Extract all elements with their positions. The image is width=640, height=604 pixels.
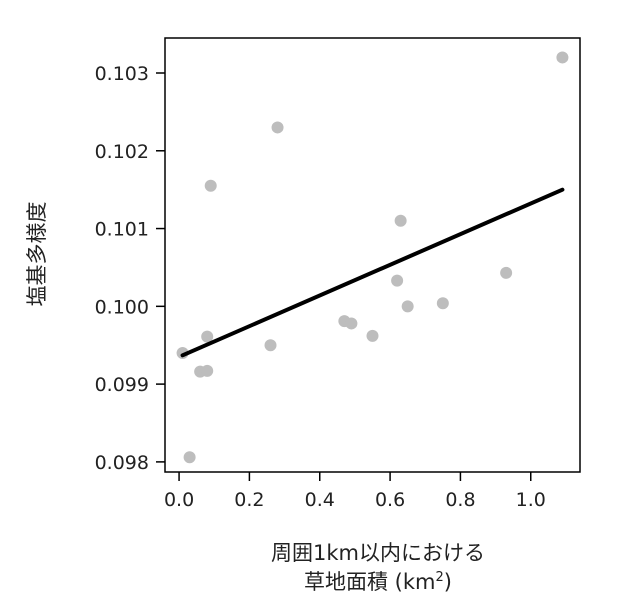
regression-line <box>180 187 565 358</box>
plot-area <box>164 37 581 473</box>
data-point <box>183 451 196 464</box>
data-point <box>345 317 358 330</box>
x-tick-label: 1.0 <box>516 489 546 511</box>
x-tick-label: 0.8 <box>445 489 475 511</box>
y-axis-title: 塩基多様度 <box>25 202 49 307</box>
data-point <box>271 121 284 134</box>
x-axis-ticks: 0.0 0.2 0.4 0.6 0.8 1.0 <box>164 472 546 511</box>
data-point <box>201 330 214 343</box>
y-tick-label: 0.098 <box>95 452 149 474</box>
data-point <box>201 364 214 377</box>
plot-frame <box>164 37 581 473</box>
y-tick-label: 0.103 <box>95 63 149 85</box>
x-tick-label: 0.6 <box>375 489 405 511</box>
y-tick-label: 0.100 <box>95 296 149 318</box>
y-tick-label: 0.101 <box>95 219 149 241</box>
data-point <box>436 297 449 310</box>
x-axis-title-close: ) <box>444 570 452 594</box>
x-axis-title-main: 草地面積 (km <box>304 570 436 594</box>
x-axis-title-superscript: 2 <box>436 570 444 585</box>
y-axis-ticks: 0.098 0.099 0.100 0.101 0.102 0.103 <box>95 63 165 474</box>
x-tick-label: 0.4 <box>305 489 335 511</box>
data-point <box>264 339 277 352</box>
data-point <box>401 300 414 313</box>
x-tick-label: 0.2 <box>234 489 264 511</box>
data-point <box>500 266 513 279</box>
y-tick-label: 0.099 <box>95 374 149 396</box>
data-point <box>394 214 407 227</box>
data-point <box>391 274 404 287</box>
x-tick-label: 0.0 <box>164 489 194 511</box>
x-axis-title-line2: 草地面積 (km2) <box>304 570 452 594</box>
x-axis-title-line1: 周囲1km以内における <box>271 541 485 565</box>
data-point <box>366 329 379 342</box>
data-point <box>204 179 217 192</box>
data-point <box>556 51 569 64</box>
y-tick-label: 0.102 <box>95 141 149 163</box>
